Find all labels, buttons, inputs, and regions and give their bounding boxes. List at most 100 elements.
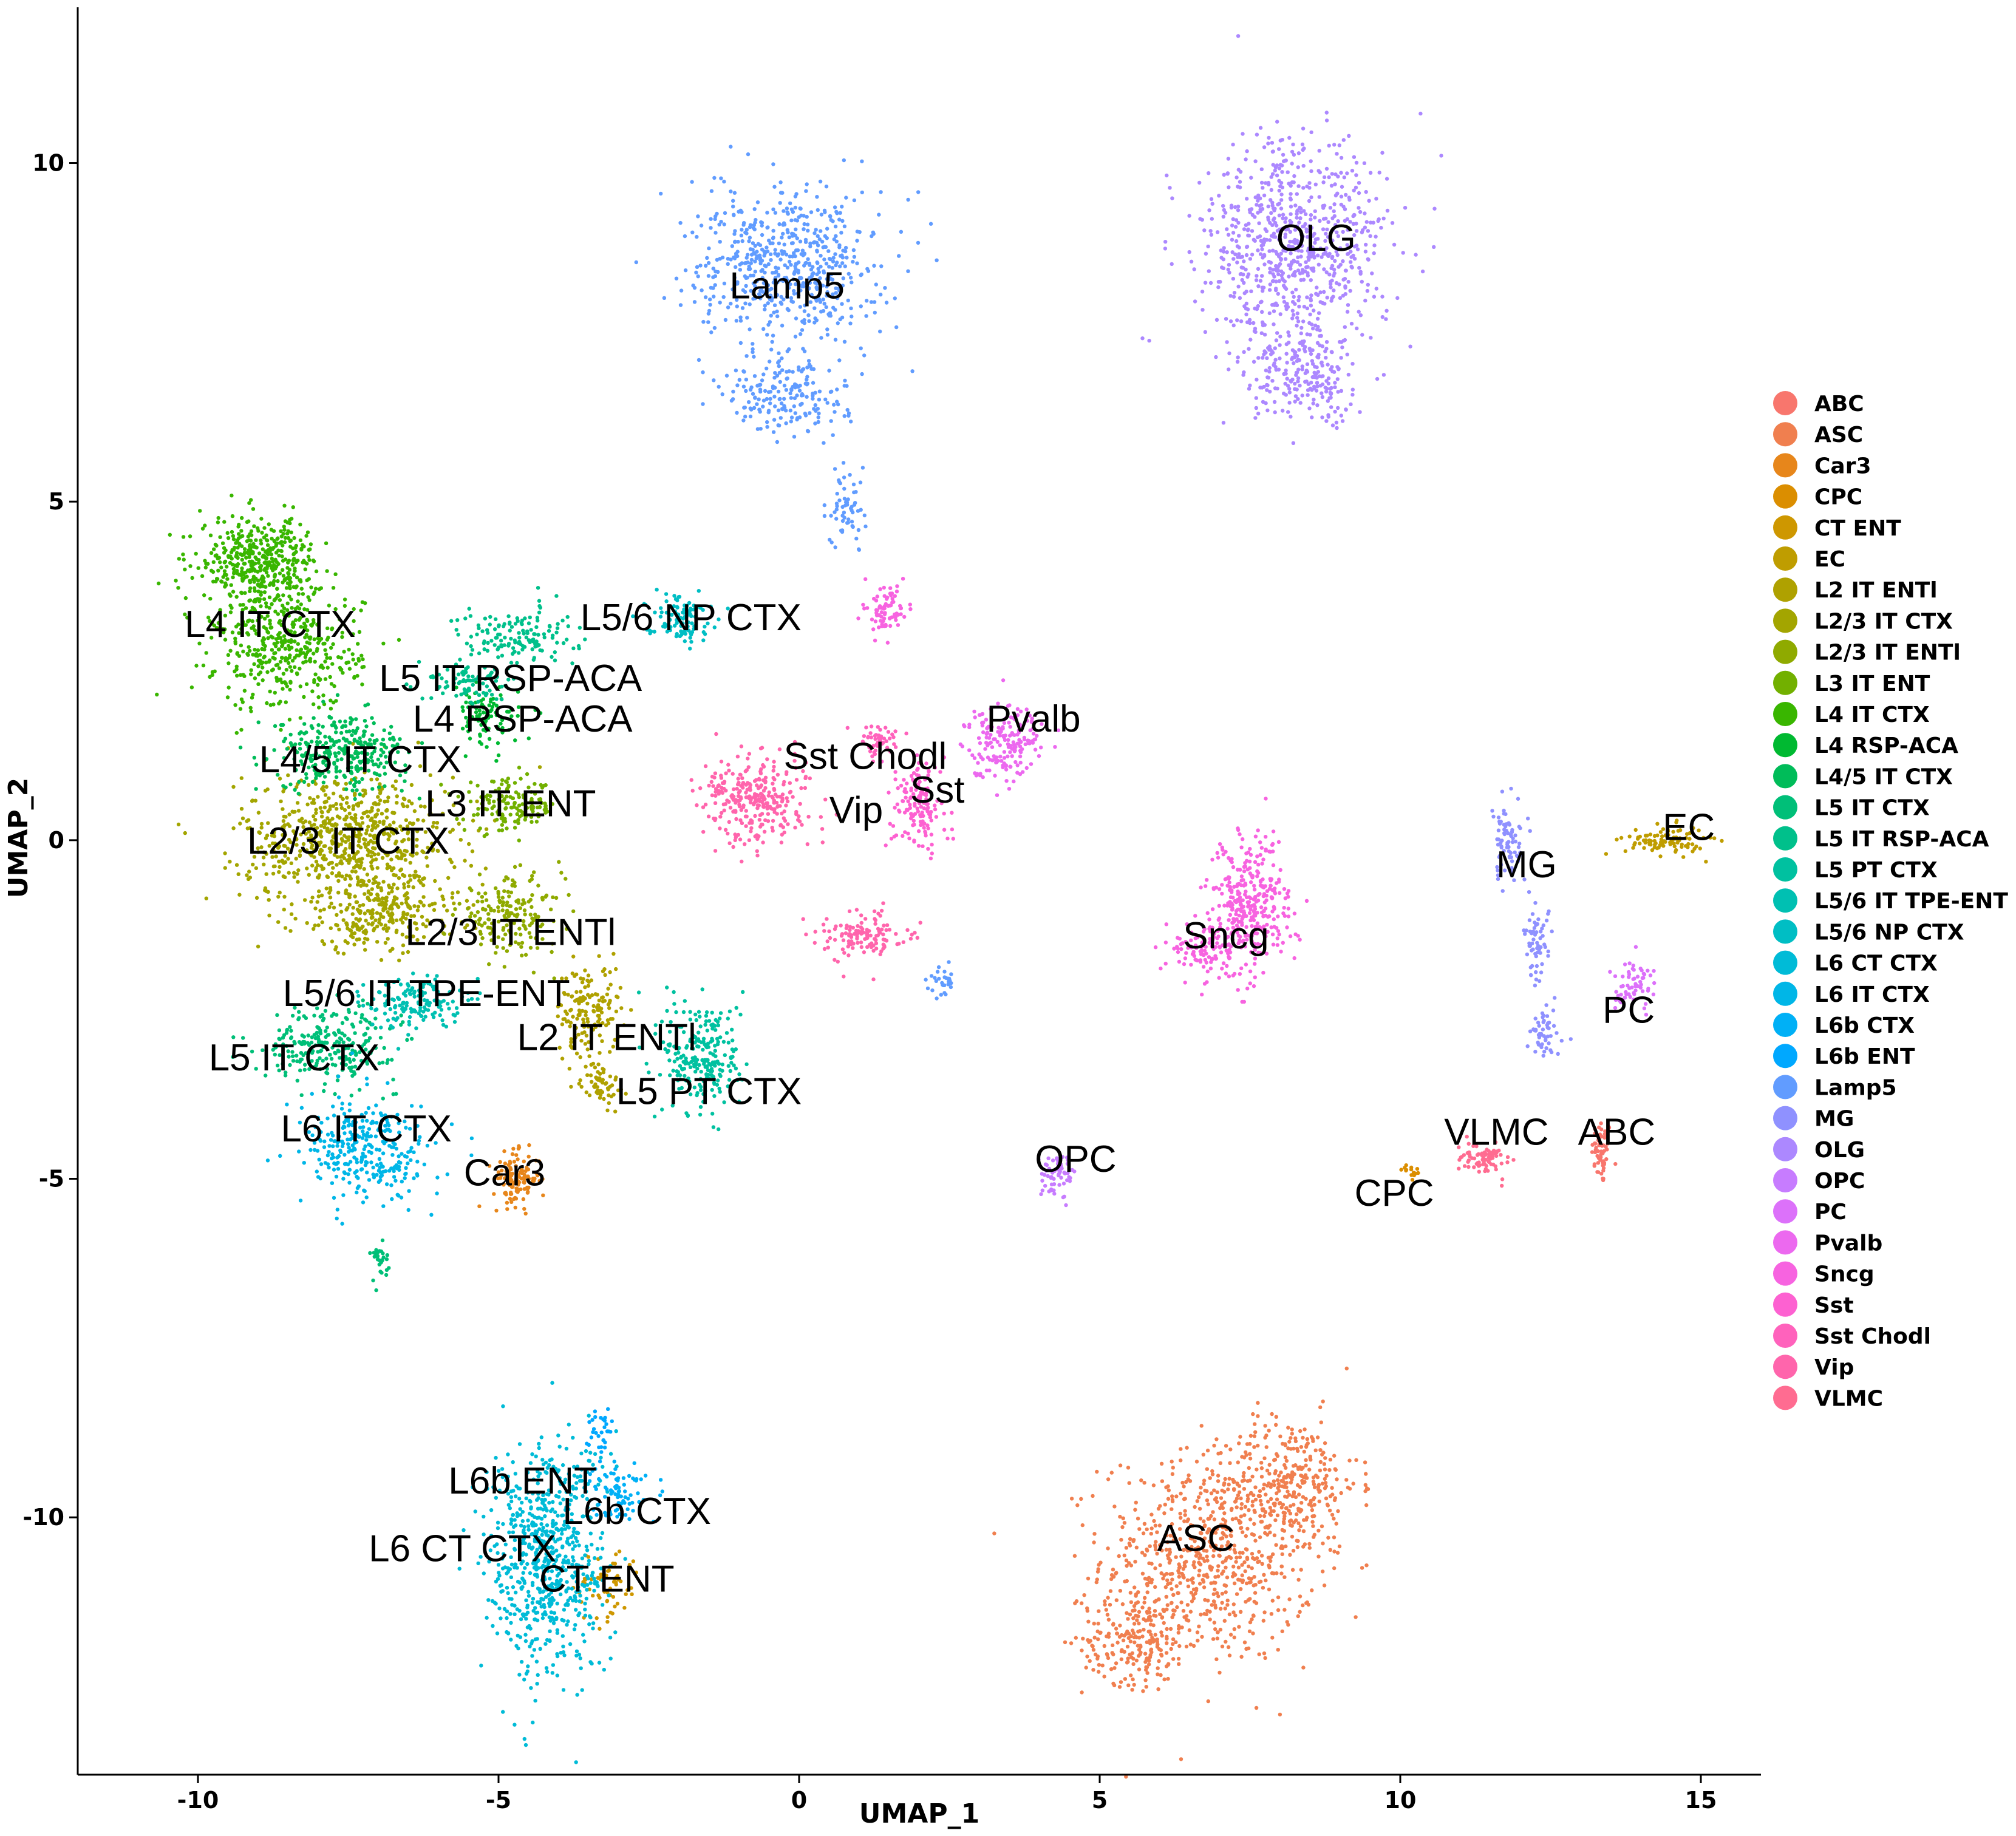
point [1276, 1595, 1281, 1600]
point [477, 651, 482, 656]
point [316, 875, 320, 880]
point [495, 741, 500, 746]
point [1121, 1516, 1125, 1520]
point [1312, 1503, 1316, 1507]
point [295, 671, 299, 676]
point [1242, 1513, 1247, 1517]
point [374, 802, 378, 807]
point [522, 1180, 526, 1185]
point [1140, 1634, 1145, 1639]
point [400, 789, 404, 793]
point [1254, 1705, 1259, 1710]
point [1244, 1581, 1249, 1586]
point [1118, 1514, 1122, 1519]
point [1201, 1538, 1205, 1542]
point [1129, 1600, 1134, 1605]
point [383, 940, 388, 945]
point [287, 559, 291, 563]
point [392, 895, 397, 899]
point [458, 838, 463, 842]
point [721, 1039, 726, 1044]
point [226, 685, 231, 690]
point [1205, 1448, 1210, 1453]
point [1363, 1460, 1367, 1464]
point [1198, 1531, 1203, 1535]
point [319, 814, 324, 819]
point [1601, 1166, 1606, 1171]
point [1259, 1502, 1264, 1507]
point [469, 863, 474, 868]
point [328, 675, 332, 679]
point [1128, 1537, 1132, 1541]
point [302, 1014, 306, 1018]
point [322, 805, 327, 810]
point [1247, 1580, 1252, 1585]
point [1310, 1508, 1315, 1512]
point [1240, 1563, 1244, 1567]
point [223, 559, 228, 563]
point [234, 541, 238, 545]
point [387, 919, 392, 923]
point [502, 643, 506, 647]
point [225, 695, 230, 699]
point [1256, 1494, 1261, 1498]
point [1168, 1581, 1173, 1585]
point [287, 583, 292, 588]
point [1212, 1517, 1217, 1521]
point [513, 826, 517, 830]
point [741, 990, 745, 994]
point [356, 926, 361, 930]
point [1213, 1531, 1218, 1535]
point [1162, 1620, 1166, 1625]
point [536, 1173, 540, 1178]
point [363, 948, 367, 952]
point [308, 542, 313, 546]
point [1225, 1576, 1230, 1580]
point [298, 667, 302, 671]
point [183, 596, 188, 600]
point [386, 795, 390, 800]
point [596, 1062, 601, 1067]
point [223, 581, 228, 585]
point [1190, 1599, 1194, 1603]
point [397, 876, 401, 880]
point [284, 785, 288, 790]
point [1132, 1640, 1137, 1645]
point [1219, 1496, 1224, 1500]
point [1247, 1646, 1251, 1651]
point [492, 643, 497, 647]
point [1619, 835, 1624, 840]
point [284, 576, 289, 580]
point [284, 586, 289, 590]
point [1176, 1591, 1180, 1596]
point [718, 1016, 722, 1021]
point [1171, 1657, 1176, 1661]
point [1295, 1545, 1300, 1549]
point [652, 1114, 657, 1119]
point [1270, 1412, 1274, 1416]
point [1293, 1463, 1298, 1467]
point [1259, 1554, 1264, 1558]
point [231, 534, 236, 538]
point [1323, 1456, 1327, 1460]
point [462, 828, 467, 832]
point [382, 1046, 386, 1050]
point [514, 1153, 519, 1157]
point [573, 999, 577, 1003]
point [258, 566, 263, 570]
point [605, 1590, 610, 1594]
point [391, 1077, 395, 1082]
point [235, 651, 240, 655]
point [1092, 1622, 1097, 1626]
point [355, 788, 359, 792]
point [538, 605, 542, 610]
point [580, 1008, 585, 1013]
point [370, 921, 375, 925]
point [1237, 1625, 1241, 1629]
point [363, 911, 367, 916]
point [256, 648, 261, 653]
point [312, 678, 316, 682]
point [216, 520, 220, 525]
point [344, 781, 349, 786]
point [332, 791, 336, 796]
